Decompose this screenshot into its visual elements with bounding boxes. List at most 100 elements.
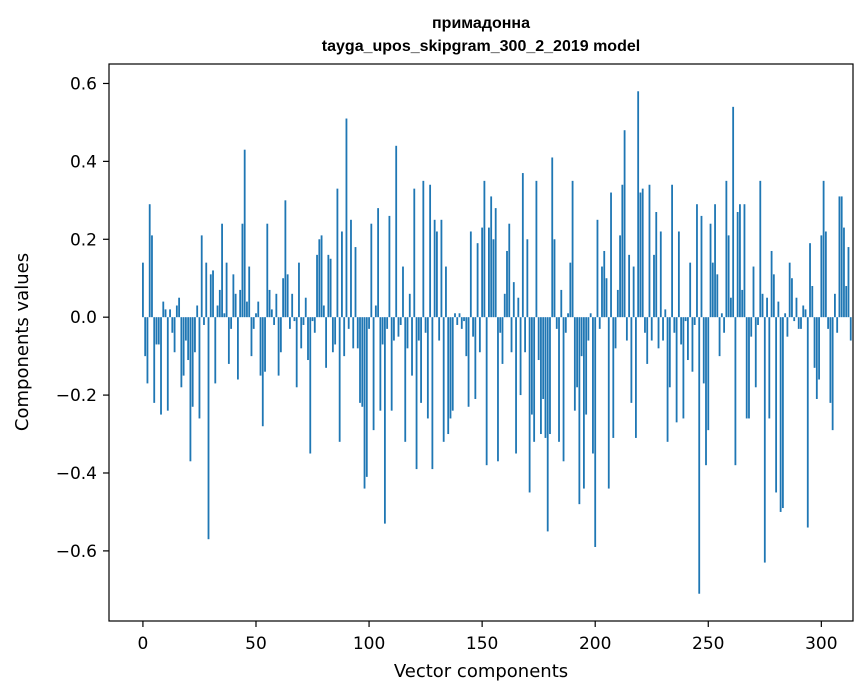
bar bbox=[587, 317, 590, 341]
bar bbox=[241, 223, 244, 318]
bar bbox=[325, 317, 327, 368]
x-tick-label: 100 bbox=[353, 634, 385, 654]
bar bbox=[834, 293, 836, 318]
bar bbox=[596, 219, 599, 318]
bar bbox=[343, 317, 346, 357]
bar bbox=[648, 184, 651, 318]
bar bbox=[646, 317, 649, 364]
bar bbox=[404, 317, 407, 442]
bar bbox=[619, 235, 621, 318]
plot-frame bbox=[108, 63, 854, 622]
bar bbox=[521, 173, 524, 318]
bar bbox=[406, 317, 409, 349]
bar bbox=[465, 317, 468, 357]
bar bbox=[614, 317, 617, 349]
bar bbox=[327, 254, 330, 318]
bar bbox=[827, 317, 830, 329]
bar bbox=[368, 317, 370, 329]
bar bbox=[781, 317, 784, 509]
bar bbox=[248, 266, 251, 318]
bar bbox=[610, 192, 612, 318]
bar bbox=[227, 317, 230, 364]
bar bbox=[644, 317, 646, 333]
bar bbox=[300, 317, 303, 349]
bar bbox=[519, 317, 522, 396]
bar bbox=[352, 317, 355, 349]
bar bbox=[144, 317, 147, 357]
bar bbox=[849, 317, 852, 341]
bar bbox=[171, 317, 174, 333]
bar bbox=[705, 317, 707, 466]
bar bbox=[558, 317, 560, 442]
x-tick-label: 50 bbox=[245, 634, 267, 654]
bar bbox=[205, 262, 208, 318]
bar bbox=[264, 317, 266, 372]
bar bbox=[716, 274, 719, 318]
y-tick-label: −0.4 bbox=[56, 464, 97, 484]
bar bbox=[304, 297, 307, 318]
bar bbox=[594, 317, 597, 547]
bar bbox=[429, 184, 432, 318]
bar bbox=[277, 317, 280, 376]
bar bbox=[293, 317, 296, 322]
bar bbox=[162, 301, 165, 318]
bar bbox=[472, 317, 474, 337]
bar bbox=[175, 305, 178, 318]
bar bbox=[390, 317, 393, 411]
bar bbox=[838, 196, 841, 318]
bar bbox=[811, 286, 814, 318]
bar bbox=[691, 317, 694, 372]
bar bbox=[449, 317, 452, 419]
bar bbox=[657, 317, 660, 349]
bar bbox=[639, 192, 642, 318]
bar bbox=[336, 188, 339, 318]
bar bbox=[442, 317, 445, 442]
bar bbox=[592, 317, 594, 454]
bar bbox=[562, 317, 565, 462]
x-axis-ticks: 0 50 100 150 200 250 300 bbox=[138, 621, 838, 654]
bar bbox=[218, 289, 221, 318]
bar bbox=[191, 317, 194, 407]
bar bbox=[571, 180, 574, 318]
bar bbox=[675, 317, 678, 423]
bar bbox=[553, 239, 556, 318]
bar bbox=[763, 317, 766, 563]
bar bbox=[275, 293, 278, 318]
bar bbox=[533, 317, 536, 442]
bar bbox=[732, 106, 735, 318]
bar bbox=[223, 313, 226, 318]
bar bbox=[454, 313, 456, 318]
bar bbox=[739, 204, 741, 318]
bar bbox=[320, 235, 323, 318]
bar bbox=[476, 243, 479, 318]
bar bbox=[743, 204, 746, 318]
bar bbox=[598, 317, 601, 329]
bar bbox=[200, 235, 203, 318]
bar bbox=[673, 317, 676, 333]
bar bbox=[551, 157, 554, 318]
bar bbox=[282, 278, 285, 318]
bar bbox=[632, 266, 635, 318]
bar bbox=[433, 219, 436, 318]
bar bbox=[573, 317, 576, 411]
bar bbox=[182, 317, 185, 376]
bar bbox=[234, 293, 237, 318]
bar bbox=[668, 317, 671, 388]
bar bbox=[549, 317, 551, 435]
bar bbox=[662, 317, 664, 341]
bar bbox=[225, 262, 228, 318]
bar bbox=[831, 317, 834, 431]
bar bbox=[431, 317, 434, 470]
bar bbox=[354, 247, 357, 318]
bar bbox=[757, 317, 759, 325]
bar bbox=[313, 317, 316, 333]
bar bbox=[845, 286, 848, 318]
bar bbox=[359, 317, 361, 403]
bar bbox=[824, 231, 827, 318]
bar bbox=[524, 317, 526, 353]
bar bbox=[402, 266, 404, 318]
bar bbox=[729, 297, 732, 318]
bar bbox=[397, 317, 400, 337]
bar bbox=[603, 250, 606, 318]
bar bbox=[503, 293, 506, 318]
